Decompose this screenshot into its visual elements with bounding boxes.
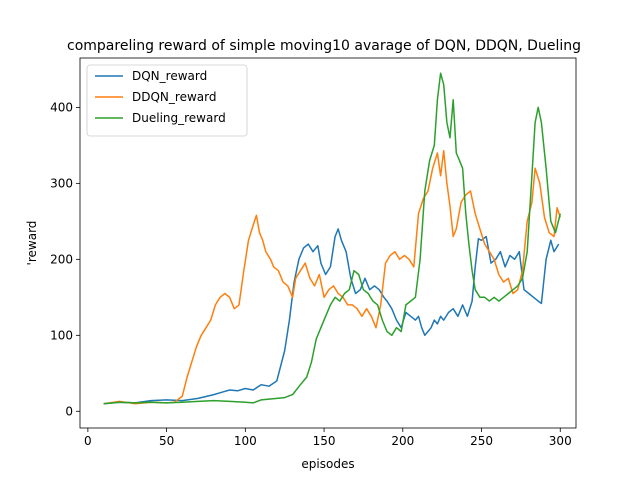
- x-tick-label-3: 150: [313, 434, 336, 448]
- y-tick-label-4: 400: [50, 100, 73, 114]
- x-tick-label-2: 100: [234, 434, 257, 448]
- y-axis-label: 'reward: [25, 221, 39, 266]
- series-group: [103, 72, 562, 405]
- plot-frame: [79, 57, 577, 429]
- series-line-2: [103, 72, 562, 405]
- x-axis-label: episodes: [301, 457, 354, 471]
- y-axis-ticks: 0 100 200 300 400: [50, 100, 80, 418]
- legend-box: [86, 64, 248, 137]
- chart-title: compareling reward of simple moving10 av…: [67, 38, 581, 54]
- x-tick-label-0: 0: [84, 434, 92, 448]
- x-axis-ticks: 0 50 100 150 200 250 300: [84, 428, 572, 448]
- y-tick-label-3: 300: [50, 176, 73, 190]
- x-tick-label-6: 300: [549, 434, 572, 448]
- x-tick-label-1: 50: [159, 434, 174, 448]
- y-tick-label-1: 100: [50, 328, 73, 342]
- x-tick-label-5: 250: [470, 434, 493, 448]
- series-line-0: [103, 228, 560, 405]
- y-tick-label-2: 200: [50, 252, 73, 266]
- series-line-1: [103, 149, 562, 405]
- legend-label-0: DQN_reward: [132, 69, 207, 83]
- x-tick-label-4: 200: [391, 434, 414, 448]
- legend-label-1: DDQN_reward: [132, 90, 216, 104]
- legend: DQN_reward DDQN_reward Dueling_reward: [86, 64, 248, 137]
- legend-label-2: Dueling_reward: [132, 111, 226, 125]
- y-tick-label-0: 0: [65, 404, 73, 418]
